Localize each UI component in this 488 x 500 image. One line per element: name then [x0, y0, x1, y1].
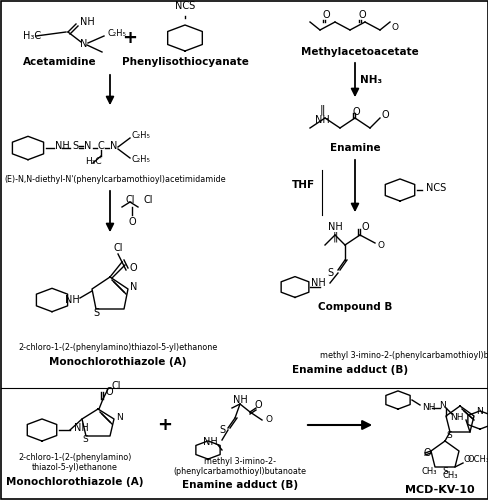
- Text: OCH₃: OCH₃: [466, 456, 488, 464]
- Text: O: O: [381, 110, 389, 120]
- Text: ‖: ‖: [319, 105, 324, 116]
- Text: S: S: [445, 430, 451, 440]
- Text: Cl: Cl: [113, 243, 122, 253]
- Text: Enamine adduct (B): Enamine adduct (B): [182, 480, 298, 490]
- Text: C₂H₅: C₂H₅: [132, 156, 151, 164]
- Text: CH₃: CH₃: [420, 466, 436, 475]
- Text: Acetamidine: Acetamidine: [23, 57, 97, 67]
- Text: NH: NH: [314, 115, 329, 125]
- Text: S: S: [326, 268, 332, 278]
- Text: Phenylisothiocyanate: Phenylisothiocyanate: [122, 57, 248, 67]
- Text: 2-chloro-1-(2-(phenylamino): 2-chloro-1-(2-(phenylamino): [18, 452, 131, 462]
- Text: NH: NH: [421, 402, 435, 411]
- Text: N: N: [110, 141, 118, 151]
- Text: NH: NH: [327, 222, 342, 232]
- Text: O: O: [106, 387, 113, 397]
- Text: (E)-N,N-diethyl-N'(phenylcarbamothioyl)acetimidamide: (E)-N,N-diethyl-N'(phenylcarbamothioyl)a…: [4, 176, 225, 184]
- Text: S: S: [72, 141, 78, 151]
- Text: C₂H₅: C₂H₅: [132, 132, 151, 140]
- Text: Cl: Cl: [142, 195, 152, 205]
- Text: NH: NH: [449, 414, 463, 422]
- Text: +: +: [122, 29, 137, 47]
- Text: O: O: [128, 217, 136, 227]
- Text: methyl 3-imino-2-(phenylcarbamothioyl)butanoate: methyl 3-imino-2-(phenylcarbamothioyl)bu…: [319, 350, 488, 360]
- Text: NH: NH: [80, 17, 95, 27]
- Text: NH: NH: [65, 295, 80, 305]
- Text: +: +: [157, 416, 172, 434]
- Text: NH: NH: [311, 278, 325, 288]
- Text: S: S: [219, 425, 224, 435]
- Text: Monochlorothiazole (A): Monochlorothiazole (A): [49, 357, 186, 367]
- Text: C₂H₅: C₂H₅: [107, 30, 125, 38]
- Text: O: O: [391, 24, 398, 32]
- Text: N: N: [84, 141, 92, 151]
- Text: C: C: [98, 141, 104, 151]
- Text: O: O: [361, 222, 368, 232]
- Text: O: O: [254, 400, 261, 410]
- Text: NH: NH: [55, 141, 70, 151]
- Text: H₃C: H₃C: [84, 158, 101, 166]
- Text: Enamine: Enamine: [329, 143, 380, 153]
- Text: thiazol-5-yl)ethanone: thiazol-5-yl)ethanone: [32, 464, 118, 472]
- Text: S: S: [93, 308, 99, 318]
- Text: (phenylcarbamothioyl)butanoate: (phenylcarbamothioyl)butanoate: [173, 468, 306, 476]
- Text: O: O: [130, 263, 137, 273]
- Text: THF: THF: [291, 180, 314, 190]
- Text: Methylacetoacetate: Methylacetoacetate: [301, 47, 418, 57]
- Text: NH: NH: [74, 423, 88, 433]
- Text: O: O: [462, 456, 469, 464]
- Text: O: O: [422, 448, 430, 458]
- Text: N: N: [438, 402, 445, 410]
- Text: Cl: Cl: [125, 195, 134, 205]
- Text: O: O: [322, 10, 329, 20]
- Text: N: N: [475, 408, 482, 416]
- Text: ‖: ‖: [331, 232, 337, 242]
- Text: H₃C: H₃C: [23, 31, 41, 41]
- Text: S: S: [441, 466, 447, 475]
- Text: NH: NH: [203, 437, 218, 447]
- Text: NCS: NCS: [175, 1, 195, 11]
- Text: O: O: [376, 240, 383, 250]
- Text: NH₃: NH₃: [359, 75, 381, 85]
- Text: S: S: [82, 434, 88, 444]
- Text: MCD-KV-10: MCD-KV-10: [405, 485, 474, 495]
- Text: O: O: [357, 10, 365, 20]
- Text: Compound B: Compound B: [317, 302, 391, 312]
- Text: Monochlorothiazole (A): Monochlorothiazole (A): [6, 477, 143, 487]
- Text: Enamine adduct (B): Enamine adduct (B): [291, 365, 407, 375]
- Text: CH₃: CH₃: [441, 470, 457, 480]
- Text: NH: NH: [232, 395, 247, 405]
- Text: N: N: [130, 282, 137, 292]
- Text: O: O: [264, 416, 271, 424]
- Text: 2-chloro-1-(2-(phenylamino)thiazol-5-yl)ethanone: 2-chloro-1-(2-(phenylamino)thiazol-5-yl)…: [19, 344, 217, 352]
- Text: NCS: NCS: [425, 183, 446, 193]
- Text: methyl 3-imino-2-: methyl 3-imino-2-: [203, 458, 275, 466]
- Text: N: N: [116, 412, 122, 422]
- Text: N: N: [80, 39, 87, 49]
- Text: Cl: Cl: [111, 381, 120, 391]
- Text: O: O: [351, 107, 359, 117]
